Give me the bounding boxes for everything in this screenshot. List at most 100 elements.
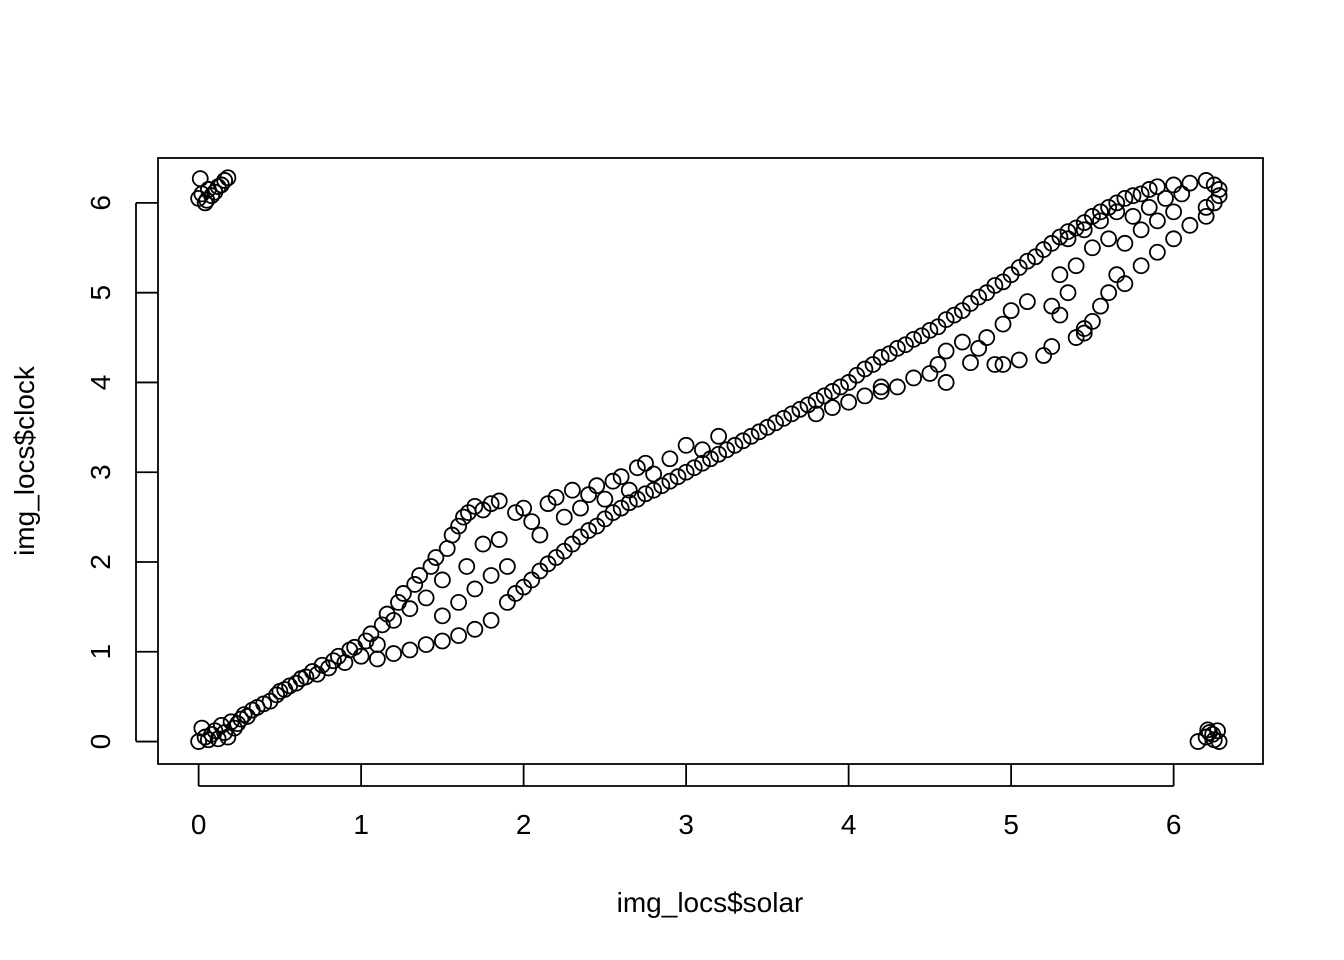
data-point	[580, 486, 598, 504]
data-point	[945, 306, 963, 324]
data-point	[1209, 722, 1226, 740]
data-point	[823, 383, 841, 400]
data-point	[1067, 257, 1085, 275]
data-point	[742, 427, 760, 445]
data-point	[1148, 212, 1166, 230]
data-point	[406, 576, 424, 593]
data-point	[1116, 234, 1134, 252]
y-tick-label: 4	[85, 375, 116, 391]
data-point	[856, 387, 874, 405]
data-point	[921, 365, 939, 382]
data-point	[1108, 266, 1126, 284]
data-point	[702, 450, 719, 468]
data-point	[458, 558, 476, 575]
data-point	[637, 485, 654, 503]
data-point	[856, 360, 874, 378]
data-point	[1197, 198, 1215, 216]
data-point	[373, 616, 391, 634]
data-point	[937, 311, 955, 329]
data-point	[1100, 284, 1118, 302]
data-point	[685, 459, 703, 477]
data-point	[1010, 351, 1028, 369]
data-point	[596, 490, 614, 508]
data-point	[1092, 203, 1109, 221]
data-point	[994, 315, 1012, 333]
data-point	[1140, 181, 1158, 198]
data-point	[1051, 306, 1069, 324]
data-point	[645, 465, 663, 483]
data-point	[783, 405, 801, 423]
data-point	[1189, 733, 1207, 750]
x-axis: 0 1 2 3 4 5 6	[191, 764, 1181, 840]
y-tick-label: 0	[85, 734, 116, 750]
data-point	[953, 333, 971, 351]
data-point	[325, 652, 342, 670]
x-tick-label: 3	[678, 809, 694, 840]
data-point	[832, 378, 849, 396]
data-point	[645, 481, 663, 499]
data-point	[498, 558, 516, 575]
data-point	[937, 342, 955, 360]
data-point	[710, 445, 728, 463]
data-point	[352, 647, 370, 665]
data-point	[620, 494, 638, 512]
data-point	[620, 481, 638, 499]
data-point	[1204, 725, 1222, 743]
data-point	[490, 531, 508, 548]
data-point	[978, 329, 996, 346]
data-point	[394, 585, 412, 602]
data-point	[401, 600, 419, 618]
data-point	[216, 172, 234, 189]
data-point	[433, 607, 451, 625]
data-point	[1165, 176, 1183, 194]
data-point	[1043, 297, 1061, 315]
data-point	[1124, 187, 1142, 205]
data-point	[1148, 178, 1166, 196]
x-tick-label: 5	[1003, 809, 1019, 840]
data-point	[1157, 189, 1174, 207]
data-point	[1092, 212, 1109, 230]
data-point	[637, 454, 654, 472]
x-tick-label: 4	[841, 809, 857, 840]
data-point	[417, 636, 435, 653]
data-point	[1059, 230, 1077, 248]
data-point	[1205, 176, 1223, 194]
data-point	[1059, 223, 1077, 241]
data-point	[775, 409, 793, 427]
data-point	[1083, 239, 1101, 257]
data-point	[219, 169, 237, 187]
data-point	[450, 517, 468, 535]
data-point	[677, 463, 695, 481]
data-point	[1075, 221, 1093, 239]
x-axis-title: img_locs$solar	[617, 887, 804, 918]
data-point	[1100, 230, 1118, 248]
data-point	[1165, 230, 1183, 248]
data-point	[604, 504, 622, 522]
data-point	[450, 594, 468, 611]
data-point	[588, 477, 606, 495]
data-point	[572, 499, 589, 517]
data-point	[422, 558, 440, 575]
data-point	[427, 549, 445, 566]
data-point	[482, 567, 500, 584]
data-point	[433, 632, 451, 650]
data-point	[1051, 266, 1069, 284]
data-point	[905, 369, 923, 387]
y-axis-title: img_locs$clock	[9, 365, 40, 556]
data-point	[482, 495, 500, 513]
data-point	[1205, 194, 1223, 212]
data-point	[840, 393, 858, 411]
data-point	[1092, 297, 1109, 315]
x-tick-label: 2	[516, 809, 532, 840]
data-point	[1197, 207, 1215, 225]
data-point	[1116, 275, 1134, 293]
data-point	[1100, 198, 1118, 216]
data-point	[905, 330, 923, 348]
y-tick-label: 5	[85, 285, 116, 301]
data-point	[986, 277, 1004, 294]
data-point	[1173, 185, 1191, 203]
data-point	[1165, 203, 1183, 221]
y-tick-label: 3	[85, 464, 116, 480]
data-point	[1075, 324, 1093, 342]
data-point	[390, 594, 407, 611]
